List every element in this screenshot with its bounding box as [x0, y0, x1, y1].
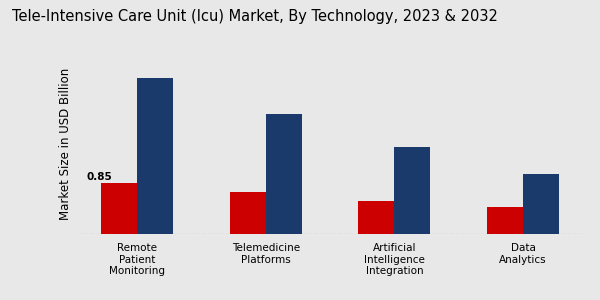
- Bar: [101, 183, 137, 234]
- Bar: [266, 114, 302, 234]
- Bar: [358, 201, 394, 234]
- Bar: [487, 207, 523, 234]
- Bar: [394, 147, 430, 234]
- Y-axis label: Market Size in USD Billion: Market Size in USD Billion: [59, 68, 73, 220]
- Legend: 2023, 2032: 2023, 2032: [437, 0, 577, 2]
- Bar: [523, 174, 559, 234]
- Text: 0.85: 0.85: [87, 172, 113, 182]
- Bar: [137, 78, 173, 234]
- Bar: [230, 192, 266, 234]
- Text: Tele-Intensive Care Unit (Icu) Market, By Technology, 2023 & 2032: Tele-Intensive Care Unit (Icu) Market, B…: [12, 9, 498, 24]
